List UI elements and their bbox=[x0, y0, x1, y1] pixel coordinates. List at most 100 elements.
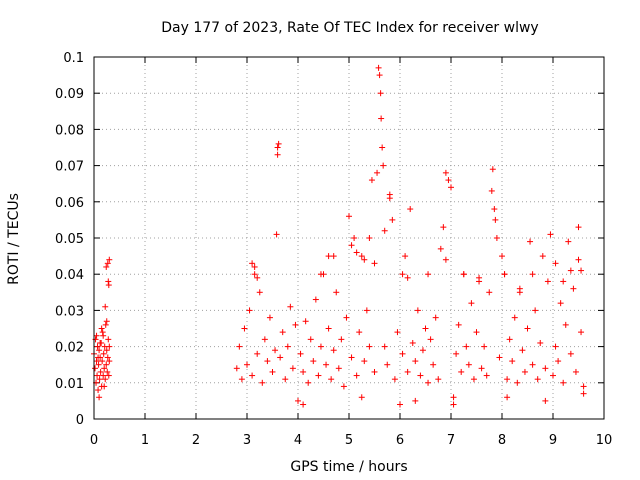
data-point bbox=[356, 329, 363, 336]
data-point bbox=[284, 343, 291, 350]
data-point bbox=[578, 267, 585, 274]
data-point bbox=[378, 115, 385, 122]
data-point bbox=[381, 227, 388, 234]
data-point bbox=[468, 300, 475, 307]
data-point bbox=[572, 368, 579, 375]
data-point bbox=[404, 368, 411, 375]
x-tick-label: 2 bbox=[192, 433, 200, 448]
y-tick-label: 0.07 bbox=[55, 160, 84, 175]
data-point bbox=[389, 216, 396, 223]
data-point bbox=[509, 358, 516, 365]
data-point bbox=[465, 361, 472, 368]
x-tick-label: 6 bbox=[396, 433, 404, 448]
data-point bbox=[366, 343, 373, 350]
data-point bbox=[330, 253, 337, 260]
data-point bbox=[437, 245, 444, 252]
y-tick-label: 0 bbox=[76, 413, 84, 428]
y-tick-label: 0.05 bbox=[55, 232, 84, 247]
data-point bbox=[353, 249, 360, 256]
data-point bbox=[511, 314, 518, 321]
data-point bbox=[238, 376, 245, 383]
data-point bbox=[282, 376, 289, 383]
data-points bbox=[91, 64, 587, 408]
data-point bbox=[102, 321, 109, 328]
data-point bbox=[380, 162, 387, 169]
data-point bbox=[96, 347, 103, 354]
data-point bbox=[542, 397, 549, 404]
data-point bbox=[105, 282, 112, 289]
data-point bbox=[560, 379, 567, 386]
data-point bbox=[277, 354, 284, 361]
data-point bbox=[481, 343, 488, 350]
data-point bbox=[521, 368, 528, 375]
data-point bbox=[104, 260, 111, 267]
data-point bbox=[100, 350, 107, 357]
grid-lines bbox=[94, 57, 604, 419]
data-point bbox=[399, 271, 406, 278]
data-point bbox=[371, 260, 378, 267]
data-point bbox=[504, 376, 511, 383]
data-point bbox=[361, 358, 368, 365]
data-point bbox=[519, 347, 526, 354]
data-point bbox=[246, 307, 253, 314]
data-point bbox=[249, 260, 256, 267]
data-point bbox=[323, 361, 330, 368]
x-tick-label: 0 bbox=[90, 433, 98, 448]
data-point bbox=[371, 368, 378, 375]
data-point bbox=[103, 263, 110, 270]
data-point bbox=[501, 271, 508, 278]
x-tick-label: 4 bbox=[294, 433, 302, 448]
data-point bbox=[102, 303, 109, 310]
data-point bbox=[274, 151, 281, 158]
data-point bbox=[101, 365, 108, 372]
data-point bbox=[97, 368, 104, 375]
data-point bbox=[404, 274, 411, 281]
chart-title: Day 177 of 2023, Rate Of TEC Index for r… bbox=[161, 20, 538, 36]
x-tick-labels: 0 1 2 3 4 5 6 7 8 9 10 bbox=[90, 433, 612, 448]
data-point bbox=[453, 350, 460, 357]
data-point bbox=[99, 329, 106, 336]
data-point bbox=[93, 358, 100, 365]
y-tick-label: 0.02 bbox=[55, 341, 84, 356]
plot-frame bbox=[93, 56, 605, 420]
data-point bbox=[317, 343, 324, 350]
data-point bbox=[460, 271, 467, 278]
data-point bbox=[448, 184, 454, 191]
data-point bbox=[106, 256, 113, 263]
data-point bbox=[483, 372, 490, 379]
y-tick-label: 0.09 bbox=[55, 87, 84, 102]
data-point bbox=[539, 253, 546, 260]
data-point bbox=[575, 224, 582, 231]
data-point bbox=[529, 361, 536, 368]
data-point bbox=[300, 401, 307, 408]
data-point bbox=[328, 376, 335, 383]
data-point bbox=[473, 329, 480, 336]
data-point bbox=[251, 271, 258, 278]
data-point bbox=[567, 267, 574, 274]
data-point bbox=[244, 361, 250, 368]
data-point bbox=[374, 169, 381, 176]
data-point bbox=[493, 235, 500, 241]
data-point bbox=[440, 224, 447, 231]
data-point bbox=[527, 238, 534, 245]
data-point bbox=[455, 321, 462, 328]
x-tick-label: 1 bbox=[141, 433, 149, 448]
data-point bbox=[427, 336, 434, 343]
data-point bbox=[103, 361, 110, 368]
data-point bbox=[292, 321, 299, 328]
data-point bbox=[358, 394, 365, 401]
data-point bbox=[346, 213, 352, 220]
data-point bbox=[394, 329, 401, 336]
x-tick-label: 5 bbox=[345, 433, 353, 448]
data-point bbox=[92, 336, 99, 343]
x-tick-label: 7 bbox=[447, 433, 455, 448]
data-point bbox=[287, 303, 294, 310]
data-point bbox=[96, 376, 103, 383]
data-point bbox=[524, 325, 531, 332]
data-point bbox=[575, 256, 582, 263]
x-tick-label: 8 bbox=[498, 433, 506, 448]
y-tick-label: 0.04 bbox=[55, 268, 84, 283]
data-point bbox=[368, 177, 375, 184]
data-point bbox=[489, 166, 496, 173]
data-point bbox=[580, 390, 587, 397]
